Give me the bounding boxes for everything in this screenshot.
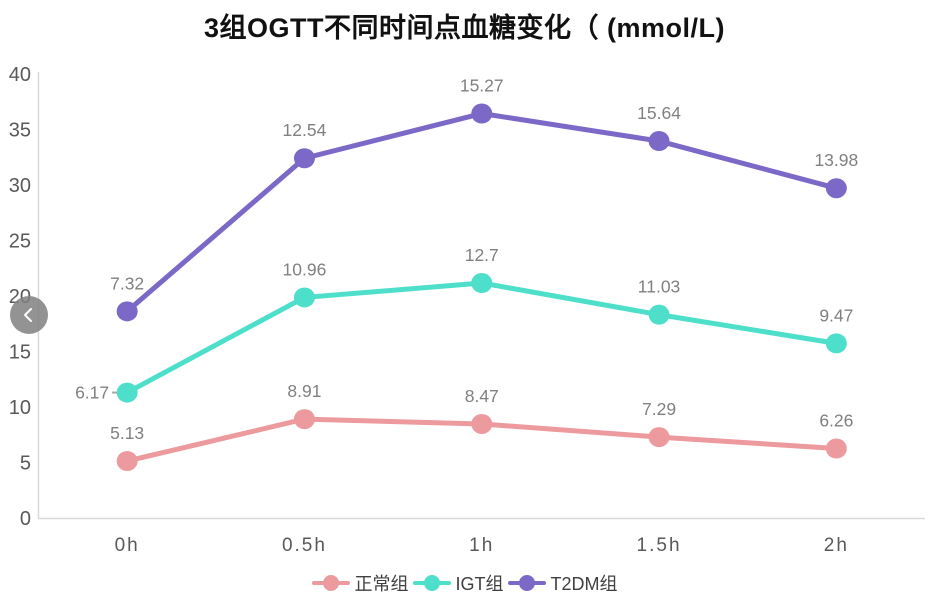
data-point-label: 11.03	[638, 277, 681, 297]
data-point-label: 6.17	[75, 383, 109, 403]
data-point-label: 12.7	[465, 245, 499, 265]
x-axis-tick-label: 2h	[824, 535, 849, 556]
y-axis-tick-label: 5	[20, 453, 31, 475]
y-axis-tick-label: 15	[9, 342, 31, 364]
data-point	[825, 178, 847, 199]
x-axis-tick-label: 1h	[469, 535, 494, 556]
legend-item: 正常组	[311, 570, 409, 596]
y-axis-tick-label: 30	[9, 175, 31, 197]
data-point	[471, 413, 493, 434]
y-axis-tick-label: 35	[9, 120, 31, 142]
data-point	[648, 427, 670, 448]
data-point-label: 9.47	[819, 305, 853, 325]
data-point-label: 8.91	[287, 381, 321, 401]
data-point-label: 13.98	[814, 150, 858, 170]
data-point	[293, 287, 315, 308]
data-point	[648, 304, 670, 325]
legend-label: 正常组	[354, 574, 409, 594]
legend-line-marker-icon	[412, 575, 451, 591]
chevron-left-icon	[24, 308, 32, 322]
x-axis-tick-label: 0h	[115, 535, 140, 556]
chart-legend: 正常组 IGT组 T2DM组	[0, 570, 929, 596]
carousel-prev-button[interactable]	[10, 296, 48, 334]
data-point	[471, 103, 493, 124]
y-axis-tick-label: 0	[20, 508, 31, 530]
data-point	[825, 438, 847, 459]
data-point	[471, 273, 493, 294]
legend-label: IGT组	[455, 574, 504, 594]
legend-item: IGT组	[412, 570, 504, 596]
data-point-label: 12.54	[283, 120, 327, 140]
x-axis-tick-label: 0.5h	[282, 535, 327, 556]
data-point	[648, 131, 670, 152]
data-point-label: 8.47	[465, 386, 499, 406]
data-point	[293, 148, 315, 169]
data-point-label: 15.27	[460, 76, 504, 96]
data-point	[116, 301, 138, 322]
series-line	[124, 280, 839, 396]
y-axis-tick-label: 40	[9, 64, 31, 86]
data-point-label: 7.32	[110, 273, 144, 293]
data-point	[116, 451, 138, 472]
y-axis-tick-label: 10	[9, 397, 31, 419]
legend-item: T2DM组	[507, 570, 618, 596]
legend-line-marker-icon	[507, 575, 546, 591]
data-point	[116, 382, 138, 403]
x-axis-tick-label: 1.5h	[637, 535, 682, 556]
data-point-label: 7.29	[642, 399, 676, 419]
chart-title: 3组OGTT不同时间点血糖变化（ (mmol/L)	[204, 13, 725, 43]
data-point	[293, 409, 315, 430]
legend-line-marker-icon	[311, 575, 350, 591]
data-point-label: 15.64	[637, 103, 681, 123]
data-point-label: 5.13	[110, 423, 144, 443]
y-axis-tick-label: 25	[9, 231, 31, 253]
data-point-label: 10.96	[283, 259, 327, 279]
data-point	[825, 333, 847, 354]
legend-label: T2DM组	[550, 574, 618, 594]
data-point-label: 6.26	[819, 411, 853, 431]
